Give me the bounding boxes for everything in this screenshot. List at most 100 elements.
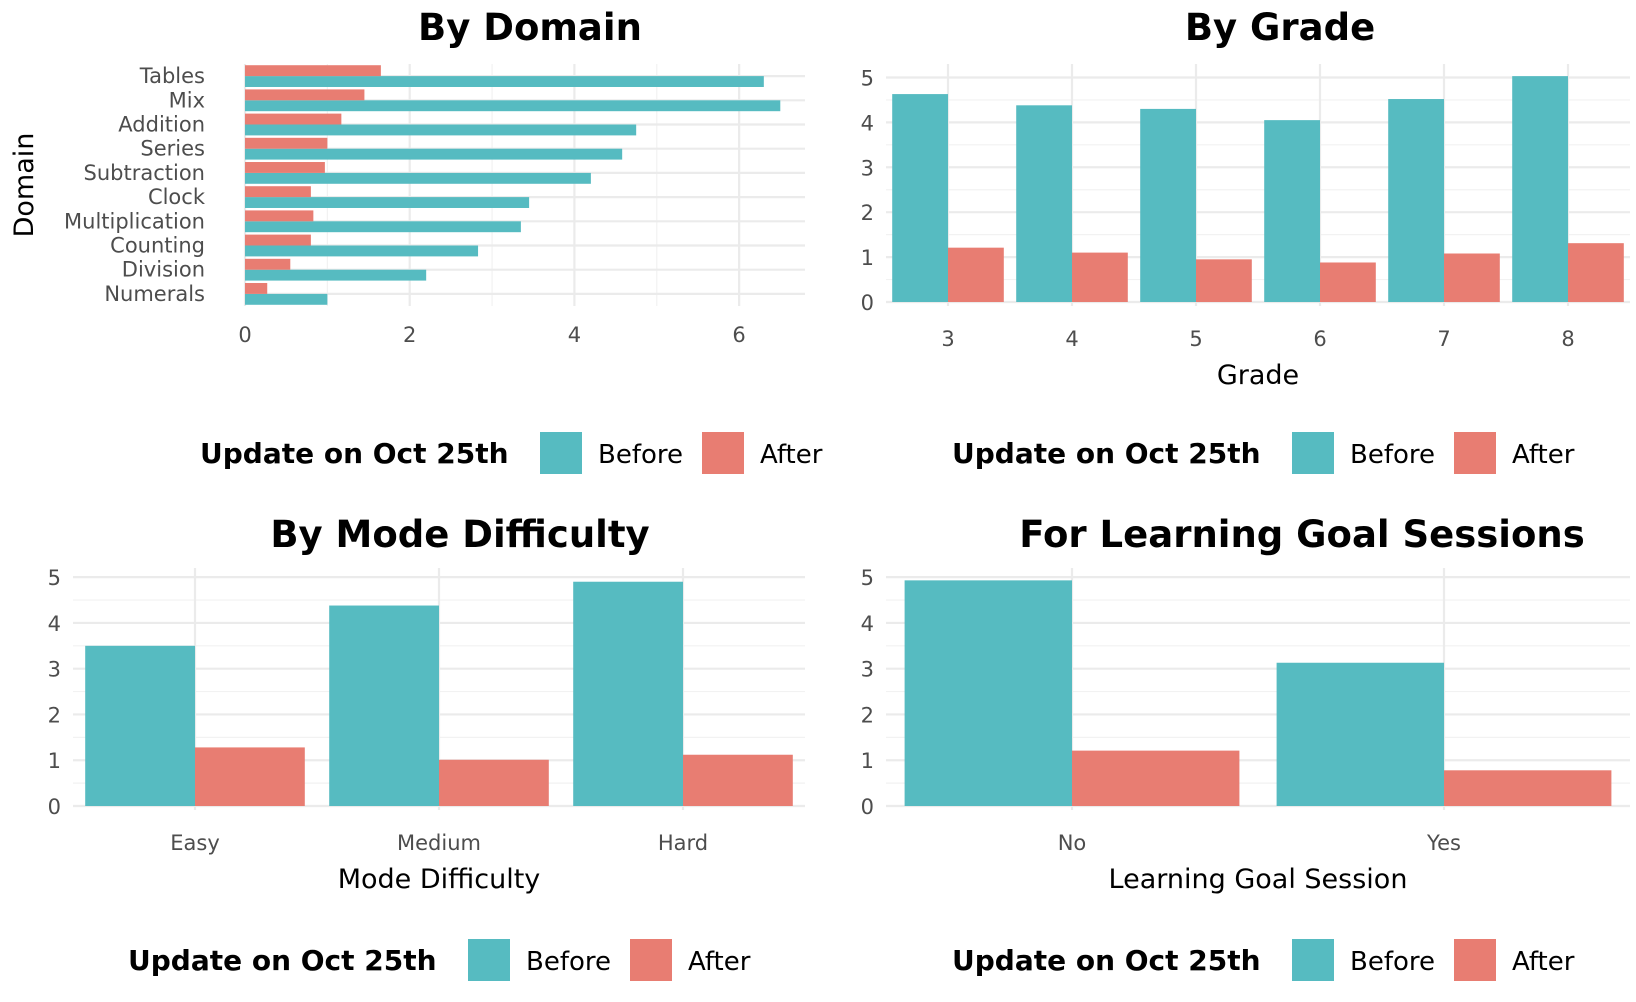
legend-1: Update on Oct 25th Before After [952, 432, 1575, 474]
legend-swatch-before [468, 939, 510, 981]
legend-0: Update on Oct 25th Before After [200, 432, 823, 474]
y-tick-label: Series [140, 137, 205, 161]
y-tick-label: Addition [118, 113, 205, 137]
y-tick-label: 4 [48, 612, 61, 636]
x-tick-label: 4 [568, 323, 581, 347]
bar-before [245, 76, 764, 87]
y-tick-label: 5 [861, 566, 874, 590]
legend-label-before: Before [1350, 947, 1435, 977]
legend-swatch-before [1292, 432, 1334, 474]
legend-title: Update on Oct 25th [128, 944, 437, 977]
y-tick-label: Subtraction [84, 161, 205, 185]
bar-after [1444, 253, 1500, 302]
bar-after [245, 258, 291, 270]
x-axis-title: Mode Difficulty [338, 864, 541, 895]
y-tick-label: Tables [139, 64, 205, 88]
y-tick-label: 3 [861, 156, 874, 180]
chart-title: By Mode Difficulty [270, 513, 649, 556]
bar-after [1072, 750, 1240, 806]
x-tick-label: 6 [732, 323, 745, 347]
legend-3: Update on Oct 25th Before After [952, 939, 1575, 981]
bar-after [245, 113, 342, 125]
bar-before [85, 645, 195, 806]
bar-before [892, 94, 948, 302]
legend-title: Update on Oct 25th [200, 437, 509, 470]
y-tick-label: 1 [48, 749, 61, 773]
legend-swatch-after [1454, 432, 1496, 474]
bar-before [245, 269, 427, 281]
chart-3: 0 1 2 3 4 5 No Yes For Learning Goal Sessions Lea… [861, 513, 1630, 895]
bar-after [1196, 259, 1252, 302]
chart-0: 0 2 4 6 TablesMixAdditionSeriesSubtractionCl… [9, 6, 805, 347]
bar-before [245, 221, 521, 233]
bar-before [1276, 662, 1444, 806]
legend-label-before: Before [526, 947, 611, 977]
x-tick-label: 5 [1189, 327, 1202, 351]
bar-before [245, 172, 591, 184]
x-tick-label: Easy [170, 831, 220, 855]
y-tick-label: Clock [148, 185, 206, 209]
legend-swatch-after [1454, 939, 1496, 981]
legend-label-after: After [760, 440, 823, 470]
chart-title: By Domain [418, 6, 642, 49]
x-tick-label: No [1058, 831, 1087, 855]
x-tick-label: Medium [397, 831, 481, 855]
x-tick-label: 4 [1065, 327, 1078, 351]
legend-label-before: Before [1350, 440, 1435, 470]
bar-before [329, 605, 439, 806]
x-tick-label: 0 [238, 323, 251, 347]
y-tick-label: 2 [861, 703, 874, 727]
bar-after [683, 754, 793, 806]
bar-after [245, 234, 311, 246]
chart-2: 0 1 2 3 4 5 Easy Medium Hard By Mode Difficulty Mo… [48, 513, 805, 895]
x-tick-label: 3 [941, 327, 954, 351]
bar-before [245, 293, 328, 305]
bar-before [1140, 108, 1196, 302]
x-axis-title: Grade [1217, 360, 1299, 391]
bar-before [573, 581, 683, 806]
bar-before [1388, 99, 1444, 302]
chart-title: For Learning Goal Sessions [1019, 513, 1585, 556]
y-tick-label: 3 [861, 658, 874, 682]
y-tick-label: 0 [48, 795, 61, 819]
y-tick-label: 4 [861, 111, 874, 135]
bar-before [245, 197, 530, 208]
bar-before [245, 124, 637, 136]
legend-label-after: After [688, 947, 751, 977]
y-tick-label: Division [122, 258, 205, 282]
y-tick-label: 0 [861, 291, 874, 315]
bar-after [948, 247, 1004, 302]
bar-after [1320, 262, 1376, 302]
y-tick-label: 0 [861, 795, 874, 819]
y-tick-label: 1 [861, 246, 874, 270]
y-tick-label: 2 [48, 703, 61, 727]
y-tick-label: Mix [169, 88, 205, 112]
y-axis-title: Domain [9, 133, 40, 238]
y-tick-label: 5 [861, 66, 874, 90]
bar-after [245, 137, 328, 149]
bar-after [195, 747, 305, 806]
bar-before [1264, 120, 1320, 302]
bar-before [904, 580, 1072, 806]
legend-swatch-before [1292, 939, 1334, 981]
legend-label-after: After [1512, 440, 1575, 470]
bar-before [1016, 105, 1072, 303]
y-tick-label: Multiplication [64, 209, 205, 233]
y-tick-label: 4 [861, 612, 874, 636]
bar-before [1512, 76, 1568, 302]
chart-1: 0 1 2 3 4 5 3 4 5 6 7 8 By Grade Grade [861, 6, 1630, 391]
bar-before [245, 245, 479, 257]
y-tick-label: Numerals [104, 282, 205, 306]
y-tick-label: Counting [110, 234, 205, 258]
bar-before [245, 100, 781, 112]
bar-after [245, 210, 314, 222]
x-axis-title: Learning Goal Session [1109, 864, 1408, 895]
bar-after [245, 65, 381, 77]
legend-2: Update on Oct 25th Before After [128, 939, 751, 981]
y-tick-label: 2 [861, 201, 874, 225]
x-tick-label: 7 [1437, 327, 1450, 351]
bar-after [245, 283, 268, 294]
x-tick-label: Hard [658, 831, 708, 855]
bar-after [245, 89, 365, 101]
legend-title: Update on Oct 25th [952, 437, 1261, 470]
